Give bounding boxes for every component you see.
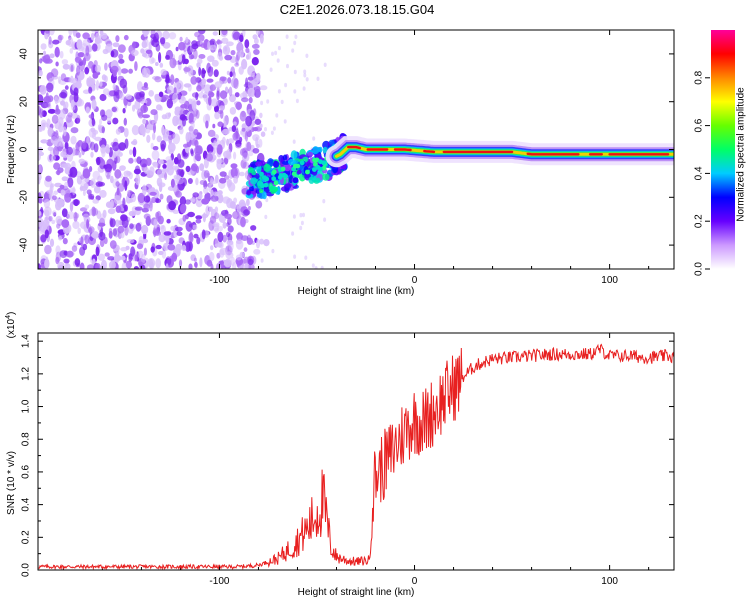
spectrogram-image [38,30,674,269]
y-tick-label: -20 [19,190,30,205]
colorbar-tick-label: 0.4 [694,166,705,180]
snr-y-ticks: 0.0 0.2 0.4 0.6 0.8 1.0 1.2 1.4 [21,334,674,577]
x-tick-label: 100 [601,576,618,587]
y-tick-label: 20 [19,96,30,108]
y-tick-label: 1.2 [21,366,32,380]
x-tick-label: -100 [209,576,229,587]
noise-region [38,30,328,269]
y-tick-label: 0.4 [21,497,32,511]
y-tick-label: 0.2 [21,530,32,544]
snr-y-multiplier-base: (x10 [6,318,17,338]
snr-series-line [38,343,674,570]
colorbar-tick-label: 0.8 [694,70,705,84]
y-tick-label: -40 [19,237,30,252]
colorbar-tick-label: 0.2 [694,214,705,228]
x-tick-label: 100 [601,275,618,286]
signal-band [325,136,674,168]
spectrogram-y-ticks: -40 -20 0 20 40 [19,29,674,270]
y-tick-label: 0.6 [21,465,32,479]
x-tick-label: 0 [412,576,418,587]
y-tick-label: 0 [19,146,30,152]
y-tick-label: 40 [19,48,30,60]
transition-region [245,133,349,200]
snr-frame [37,332,675,571]
snr-panel: -100 0 100 0.0 0.2 0.4 0.6 0.8 1.0 1.2 1.4 Height… [5,312,675,598]
y-tick-label: 1.4 [21,334,32,348]
colorbar: 0.0 0.2 0.4 0.6 0.8 Normalized spectral ampl… [694,30,747,276]
snr-y-multiplier-exponent: 4 [5,315,12,319]
spectrogram-x-axis-label: Height of straight line (km) [298,286,415,297]
snr-x-axis-label: Height of straight line (km) [298,587,415,598]
y-tick-label: 0.0 [21,563,32,577]
colorbar-tick-label: 0.0 [694,262,705,276]
y-tick-label: 0.8 [21,432,32,446]
snr-y-multiplier: (x104) [5,312,17,339]
colorbar-label: Normalized spectral amplitude [736,87,747,222]
snr-x-ticks: -100 0 100 [62,333,650,587]
snr-y-axis-label: SNR (10 * v/v) [6,451,17,515]
snr-y-multiplier-close: ) [6,312,17,315]
spectrogram-panel: -100 0 100 -40 -20 0 20 40 Height of straight … [6,29,675,297]
x-tick-label: -100 [209,275,229,286]
figure-title: C2E1.2026.073.18.15.G04 [280,2,435,17]
colorbar-ticks: 0.0 0.2 0.4 0.6 0.8 [694,70,710,276]
spectrogram-y-axis-label: Frequency (Hz) [6,115,17,184]
colorbar-gradient [711,30,735,269]
colorbar-tick-label: 0.6 [694,118,705,132]
y-tick-label: 1.0 [21,399,32,413]
spectrogram-x-ticks: -100 0 100 [62,30,650,286]
x-tick-label: 0 [412,275,418,286]
